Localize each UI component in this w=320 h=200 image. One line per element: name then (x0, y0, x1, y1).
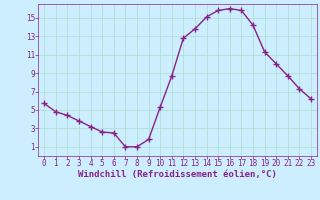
X-axis label: Windchill (Refroidissement éolien,°C): Windchill (Refroidissement éolien,°C) (78, 170, 277, 179)
